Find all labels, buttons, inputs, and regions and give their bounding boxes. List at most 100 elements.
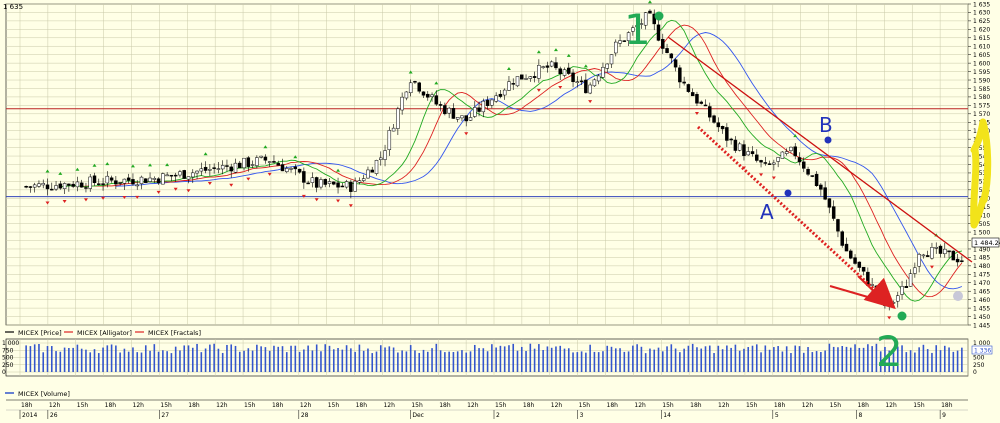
candle-body	[750, 151, 755, 155]
candle-body	[626, 32, 631, 41]
candle-body	[511, 83, 515, 85]
fractal-down-marker	[101, 196, 106, 200]
candle-body	[250, 164, 255, 166]
candle-body	[806, 168, 810, 175]
x-tick-hour: 12h	[885, 402, 897, 409]
volume-bars	[25, 343, 963, 372]
candle-body	[421, 91, 426, 96]
candle-body	[793, 146, 797, 157]
candle-body	[438, 104, 443, 106]
candle-body	[404, 91, 409, 99]
candle-body	[900, 286, 904, 295]
x-tick-hour: 12h	[467, 402, 479, 409]
hand-annotations: 1 2 A B	[624, 5, 992, 376]
y-tick-label: 1 610	[973, 44, 990, 51]
candle-body	[502, 89, 507, 96]
candle-body	[831, 206, 836, 219]
candle-body	[682, 81, 686, 84]
fractal-up-marker	[408, 70, 413, 74]
candle-body	[532, 76, 537, 78]
candle-body	[601, 66, 605, 78]
x-tick-day: Dec	[412, 412, 424, 419]
x-tick-hour: 18h	[523, 402, 535, 409]
fractal-down-marker	[122, 196, 127, 200]
candle-body	[955, 258, 960, 263]
candle-body	[776, 157, 780, 162]
candle-body	[789, 146, 793, 151]
last-price-tag: 1 484.24	[971, 237, 1000, 248]
candle-body	[297, 168, 302, 173]
candle-body	[567, 67, 571, 74]
candle-body	[276, 163, 280, 166]
candle-body	[755, 154, 759, 161]
candle-body	[32, 184, 37, 188]
candle-body	[97, 183, 101, 185]
candle-body	[443, 105, 447, 115]
fractal-up-marker	[263, 145, 268, 149]
candle-body	[528, 76, 533, 79]
downtrend-line	[667, 36, 973, 263]
candle-body	[643, 12, 648, 26]
candle-body	[699, 101, 703, 104]
y-tick-label: 1 490	[973, 246, 990, 253]
alligator-lines	[60, 19, 963, 302]
candle-body	[703, 104, 708, 107]
candle-body	[144, 178, 148, 183]
candle-body	[293, 166, 298, 170]
last-price-value: 1 484.24	[974, 239, 1000, 247]
alligator-lips	[60, 19, 963, 302]
candle-body	[28, 186, 33, 188]
volume-y-tick-left: 0	[2, 369, 6, 376]
x-tick-hour: 18h	[607, 402, 619, 409]
x-tick-hour: 12h	[216, 402, 228, 409]
candle-body	[823, 187, 827, 200]
candle-body	[473, 107, 477, 117]
candle-body	[520, 74, 524, 80]
volume-legend: MICEX [Volume]	[5, 390, 70, 398]
y-tick-label: 1 470	[973, 280, 990, 287]
fractal-up-marker	[566, 53, 571, 57]
x-tick-hour: 12h	[551, 402, 563, 409]
candle-body	[118, 182, 122, 184]
candle-body	[925, 255, 930, 257]
x-tick-hour: 12h	[133, 402, 145, 409]
candle-body	[434, 95, 439, 105]
volume-tag-value: 1 336	[974, 348, 991, 355]
candle-body	[921, 254, 926, 257]
grey-marker	[953, 291, 963, 301]
x-tick-day: 27	[161, 412, 169, 419]
x-tick-hour: 12h	[300, 402, 312, 409]
candle-body	[631, 27, 635, 32]
fractal-down-marker	[45, 201, 50, 205]
candle-body	[490, 99, 494, 106]
y-tick-label: 1 480	[973, 263, 990, 270]
candle-body	[891, 302, 896, 304]
candle-body	[357, 180, 362, 183]
volume-tag: 1 336	[971, 345, 993, 355]
candle-body	[767, 163, 772, 165]
candle-body	[349, 181, 353, 192]
fractal-up-marker	[506, 67, 511, 71]
candle-body	[930, 247, 934, 259]
candle-body	[178, 171, 182, 176]
candle-body	[481, 100, 486, 113]
fractal-up-marker	[75, 167, 80, 171]
y-tick-label: 1 635	[973, 1, 990, 8]
candle-body	[947, 250, 951, 253]
candle-body	[306, 182, 310, 185]
candle-body	[464, 115, 468, 122]
y-tick-label: 1 540	[973, 162, 990, 169]
candle-body	[41, 183, 45, 186]
x-tick-day: 2014	[22, 412, 37, 419]
candle-body	[938, 245, 943, 254]
candle-body	[238, 162, 242, 169]
candle-body	[934, 247, 938, 249]
candle-body	[84, 187, 88, 189]
y-tick-label: 1 450	[973, 314, 990, 321]
candle-body	[67, 183, 71, 186]
label-1: 1	[624, 5, 651, 54]
candle-body	[494, 95, 498, 102]
candle-body	[62, 183, 67, 189]
candle-body	[896, 295, 900, 302]
candle-body	[131, 179, 135, 185]
